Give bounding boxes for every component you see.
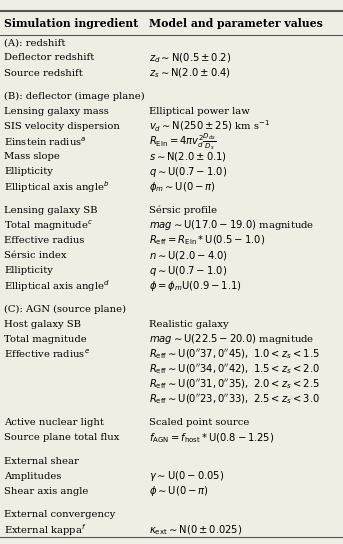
Text: Einstein radius$^a$: Einstein radius$^a$ bbox=[4, 135, 87, 148]
Text: Host galaxy SB: Host galaxy SB bbox=[4, 320, 81, 329]
Text: $R_\mathrm{eff} \sim \mathrm{U}(0''31, 0''35),\ 2.0 < z_s < 2.5$: $R_\mathrm{eff} \sim \mathrm{U}(0''31, 0… bbox=[149, 378, 320, 391]
Text: Deflector redshift: Deflector redshift bbox=[4, 53, 94, 63]
Text: Amplitudes: Amplitudes bbox=[4, 472, 61, 481]
Text: External kappa$^f$: External kappa$^f$ bbox=[4, 522, 87, 538]
Text: $R_\mathrm{eff} \sim \mathrm{U}(0''34, 0''42),\ 1.5 < z_s < 2.0$: $R_\mathrm{eff} \sim \mathrm{U}(0''34, 0… bbox=[149, 362, 320, 376]
Text: Model and parameter values: Model and parameter values bbox=[149, 18, 323, 29]
Text: $\phi \sim \mathrm{U}(0 - \pi)$: $\phi \sim \mathrm{U}(0 - \pi)$ bbox=[149, 485, 209, 498]
Text: Elliptical axis angle$^b$: Elliptical axis angle$^b$ bbox=[4, 179, 110, 195]
Text: Ellipticity: Ellipticity bbox=[4, 266, 53, 275]
Text: Lensing galaxy SB: Lensing galaxy SB bbox=[4, 206, 98, 215]
Text: Effective radius: Effective radius bbox=[4, 236, 84, 245]
Text: Total magnitude$^c$: Total magnitude$^c$ bbox=[4, 218, 93, 232]
Text: Active nuclear light: Active nuclear light bbox=[4, 418, 104, 428]
Text: $z_d \sim \mathrm{N}(0.5 \pm 0.2)$: $z_d \sim \mathrm{N}(0.5 \pm 0.2)$ bbox=[149, 51, 232, 65]
Text: $\phi = \phi_m\mathrm{U}(0.9 - 1.1)$: $\phi = \phi_m\mathrm{U}(0.9 - 1.1)$ bbox=[149, 279, 242, 293]
Text: (C): AGN (source plane): (C): AGN (source plane) bbox=[4, 305, 126, 313]
Text: External shear: External shear bbox=[4, 457, 79, 466]
Text: (B): deflector (image plane): (B): deflector (image plane) bbox=[4, 92, 145, 101]
Text: $\mathit{mag} \sim \mathrm{U}(22.5 - 20.0)$ magnitude: $\mathit{mag} \sim \mathrm{U}(22.5 - 20.… bbox=[149, 332, 315, 346]
Text: Lensing galaxy mass: Lensing galaxy mass bbox=[4, 107, 109, 116]
Text: Mass slope: Mass slope bbox=[4, 152, 60, 161]
Text: $f_\mathrm{AGN} = f_\mathrm{host}*\mathrm{U}(0.8 - 1.25)$: $f_\mathrm{AGN} = f_\mathrm{host}*\mathr… bbox=[149, 431, 274, 445]
Text: $z_s \sim \mathrm{N}(2.0 \pm 0.4)$: $z_s \sim \mathrm{N}(2.0 \pm 0.4)$ bbox=[149, 66, 231, 80]
Text: Effective radius$^e$: Effective radius$^e$ bbox=[4, 348, 90, 361]
Text: $R_\mathrm{Ein} = 4\pi v_d^2 \frac{D_{ds}}{D_s}$: $R_\mathrm{Ein} = 4\pi v_d^2 \frac{D_{ds… bbox=[149, 131, 216, 152]
Text: Total magnitude: Total magnitude bbox=[4, 335, 87, 344]
Text: Source plane total flux: Source plane total flux bbox=[4, 434, 119, 442]
Text: SIS velocity dispersion: SIS velocity dispersion bbox=[4, 122, 120, 131]
Text: Elliptical axis angle$^d$: Elliptical axis angle$^d$ bbox=[4, 278, 110, 294]
Text: (A): redshift: (A): redshift bbox=[4, 39, 66, 47]
Text: Sérsic profile: Sérsic profile bbox=[149, 206, 217, 215]
Text: Ellipticity: Ellipticity bbox=[4, 168, 53, 176]
Text: Scaled point source: Scaled point source bbox=[149, 418, 250, 428]
Text: Realistic galaxy: Realistic galaxy bbox=[149, 320, 229, 329]
Text: $n \sim \mathrm{U}(2.0 - 4.0)$: $n \sim \mathrm{U}(2.0 - 4.0)$ bbox=[149, 249, 228, 262]
Text: $R_\mathrm{eff} \sim \mathrm{U}(0''23, 0''33),\ 2.5 < z_s < 3.0$: $R_\mathrm{eff} \sim \mathrm{U}(0''23, 0… bbox=[149, 393, 320, 406]
Text: Source redshift: Source redshift bbox=[4, 69, 83, 78]
Text: Simulation ingredient: Simulation ingredient bbox=[4, 18, 138, 29]
Text: $q \sim \mathrm{U}(0.7 - 1.0)$: $q \sim \mathrm{U}(0.7 - 1.0)$ bbox=[149, 264, 227, 277]
Text: $q \sim \mathrm{U}(0.7 - 1.0)$: $q \sim \mathrm{U}(0.7 - 1.0)$ bbox=[149, 165, 227, 179]
Text: $\gamma \sim \mathrm{U}(0 - 0.05)$: $\gamma \sim \mathrm{U}(0 - 0.05)$ bbox=[149, 469, 225, 484]
Text: $\kappa_\mathrm{ext} \sim \mathrm{N}(0 \pm 0.025)$: $\kappa_\mathrm{ext} \sim \mathrm{N}(0 \… bbox=[149, 523, 243, 537]
Text: Shear axis angle: Shear axis angle bbox=[4, 487, 88, 496]
Text: $R_\mathrm{eff} \sim \mathrm{U}(0''37, 0''45),\ 1.0 < z_s < 1.5$: $R_\mathrm{eff} \sim \mathrm{U}(0''37, 0… bbox=[149, 348, 320, 361]
Text: Sérsic index: Sérsic index bbox=[4, 251, 67, 260]
Text: $R_\mathrm{eff} = R_\mathrm{Ein}*\mathrm{U}(0.5 - 1.0)$: $R_\mathrm{eff} = R_\mathrm{Ein}*\mathrm… bbox=[149, 233, 265, 247]
Text: $s \sim \mathrm{N}(2.0 \pm 0.1)$: $s \sim \mathrm{N}(2.0 \pm 0.1)$ bbox=[149, 150, 227, 163]
Text: External convergency: External convergency bbox=[4, 510, 115, 520]
Text: $v_d \sim \mathrm{N}(250 \pm 25)$ km s$^{-1}$: $v_d \sim \mathrm{N}(250 \pm 25)$ km s$^… bbox=[149, 119, 270, 134]
Text: $\phi_m \sim \mathrm{U}(0 - \pi)$: $\phi_m \sim \mathrm{U}(0 - \pi)$ bbox=[149, 180, 216, 194]
Text: $\mathit{mag} \sim \mathrm{U}(17.0 - 19.0)$ magnitude: $\mathit{mag} \sim \mathrm{U}(17.0 - 19.… bbox=[149, 218, 315, 232]
Text: Elliptical power law: Elliptical power law bbox=[149, 107, 250, 116]
